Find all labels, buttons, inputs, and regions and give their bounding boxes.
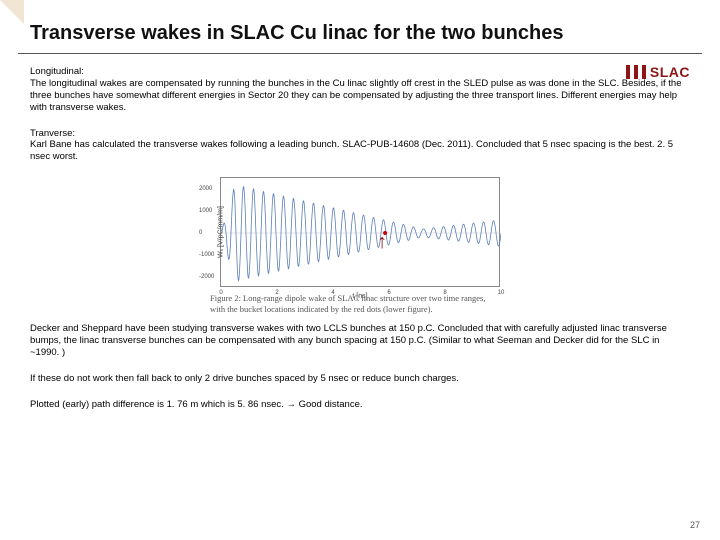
x-axis-label: t [ns] bbox=[352, 293, 367, 300]
logo-bars-icon bbox=[642, 65, 646, 79]
corner-accent bbox=[0, 0, 24, 24]
y-tick: 0 bbox=[199, 230, 202, 236]
page-title: Transverse wakes in SLAC Cu linac for th… bbox=[0, 0, 720, 53]
x-tick: 8 bbox=[443, 290, 446, 296]
x-tick: 0 bbox=[219, 290, 222, 296]
para1-head: Longitudinal: bbox=[30, 66, 84, 77]
wake-chart: Wₓ [V/pC/mm/m] t [ns] ↑-2000-10000100020… bbox=[220, 177, 500, 287]
x-tick: 6 bbox=[387, 290, 390, 296]
arrow-icon: ↑ bbox=[377, 231, 387, 254]
page-number: 27 bbox=[690, 520, 700, 530]
logo-bars-icon bbox=[634, 65, 638, 79]
y-tick: 1000 bbox=[199, 208, 212, 214]
chart-container: Wₓ [V/pC/mm/m] t [ns] ↑-2000-10000100020… bbox=[210, 177, 510, 315]
paragraph-transverse: Tranverse: Karl Bane has calculated the … bbox=[30, 128, 690, 164]
y-tick: -2000 bbox=[199, 274, 214, 280]
x-tick: 10 bbox=[498, 290, 505, 296]
x-tick: 2 bbox=[275, 290, 278, 296]
paragraph-plotted: Plotted (early) path difference is 1. 76… bbox=[30, 399, 690, 411]
y-tick: 2000 bbox=[199, 186, 212, 192]
para2-body: Karl Bane has calculated the transverse … bbox=[30, 139, 673, 162]
paragraph-decker: Decker and Sheppard have been studying t… bbox=[30, 323, 690, 359]
para1-body: The longitudinal wakes are compensated b… bbox=[30, 78, 681, 113]
slac-logo: SLAC bbox=[626, 64, 690, 80]
logo-bars-icon bbox=[626, 65, 630, 79]
x-tick: 4 bbox=[331, 290, 334, 296]
para2-head: Tranverse: bbox=[30, 128, 75, 139]
y-tick: -1000 bbox=[199, 252, 214, 258]
content-area: Longitudinal: The longitudinal wakes are… bbox=[0, 54, 720, 411]
logo-text: SLAC bbox=[650, 64, 690, 80]
paragraph-fallback: If these do not work then fall back to o… bbox=[30, 373, 690, 385]
paragraph-longitudinal: Longitudinal: The longitudinal wakes are… bbox=[30, 66, 690, 114]
